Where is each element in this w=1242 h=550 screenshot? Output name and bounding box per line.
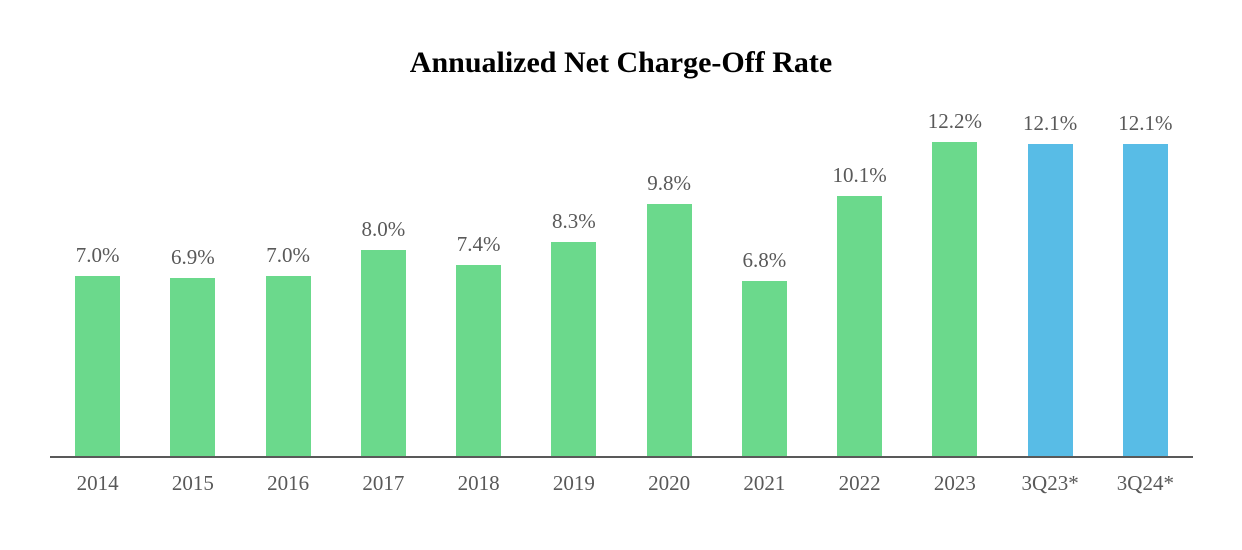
bar-column: 7.4% — [431, 0, 526, 456]
bar — [837, 195, 883, 456]
bar — [551, 242, 597, 456]
x-tick-label: 2019 — [552, 471, 595, 495]
bar-column: 9.8% — [622, 0, 717, 456]
bar-highlight — [1122, 144, 1168, 456]
bar-column: 12.1% — [1003, 0, 1098, 456]
chart-title: Annualized Net Charge-Off Rate — [409, 46, 833, 79]
x-tick-label: 2020 — [648, 471, 691, 495]
bar-column: 12.2% — [907, 0, 1002, 456]
bar — [646, 203, 692, 456]
x-tick-label: 2014 — [76, 471, 119, 495]
value-label: 7.4% — [456, 232, 501, 257]
bar — [265, 275, 311, 456]
x-tick-label: 2017 — [362, 471, 405, 495]
bar — [360, 250, 406, 456]
bar — [741, 280, 787, 456]
bar-column: 7.0% — [241, 0, 336, 456]
bar — [456, 265, 502, 456]
bar — [75, 275, 121, 456]
value-label: 10.1% — [832, 162, 887, 187]
bar-column: 6.9% — [145, 0, 240, 456]
value-label: 8.3% — [552, 209, 596, 234]
bar-column: 7.0% — [50, 0, 145, 456]
value-label: 12.1% — [1118, 111, 1173, 136]
x-tick-label: 2023 — [933, 471, 976, 495]
bar-column: 10.1% — [812, 0, 907, 456]
value-label: 6.9% — [171, 245, 215, 270]
bar — [170, 278, 216, 456]
x-tick-label: 2018 — [457, 471, 500, 495]
value-label: 8.0% — [361, 217, 406, 241]
bar-column: 12.1% — [1098, 0, 1193, 456]
value-label: 12.1% — [1023, 111, 1078, 136]
value-label: 6.8% — [742, 247, 787, 272]
x-tick-label: 2015 — [171, 471, 214, 495]
x-tick-label: 3Q24* — [1116, 471, 1174, 495]
value-label: 7.0% — [75, 242, 120, 267]
value-label: 7.0% — [266, 242, 310, 267]
x-tick-label: 2021 — [743, 471, 786, 495]
value-label: 12.2% — [927, 108, 982, 133]
x-tick-label: 3Q23* — [1021, 471, 1079, 495]
bar — [932, 141, 978, 456]
bar-column: 6.8% — [717, 0, 812, 456]
x-tick-label: 2022 — [838, 471, 881, 495]
bar-column: 8.3% — [526, 0, 621, 456]
value-label: 9.8% — [647, 170, 691, 195]
bar-highlight — [1027, 144, 1073, 456]
x-axis-line — [50, 456, 1193, 458]
bar-column: 8.0% — [336, 0, 431, 456]
x-tick-label: 2016 — [267, 471, 310, 495]
